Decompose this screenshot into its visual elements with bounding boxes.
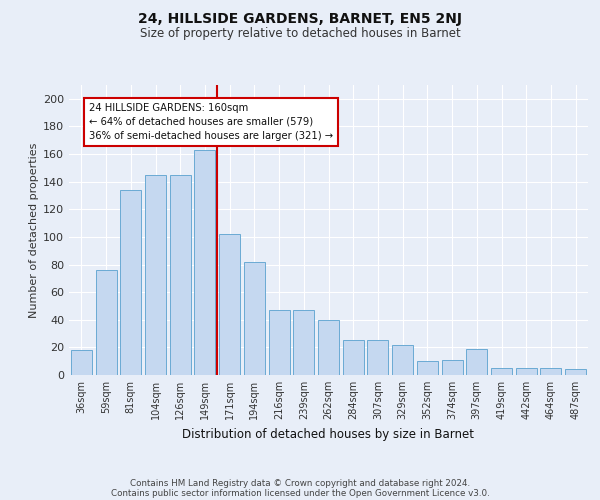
- Bar: [293, 310, 314, 375]
- X-axis label: Distribution of detached houses by size in Barnet: Distribution of detached houses by size …: [182, 428, 475, 440]
- Y-axis label: Number of detached properties: Number of detached properties: [29, 142, 39, 318]
- Bar: [343, 340, 364, 375]
- Bar: [120, 190, 141, 375]
- Bar: [71, 350, 92, 375]
- Bar: [318, 320, 339, 375]
- Bar: [516, 368, 537, 375]
- Bar: [170, 175, 191, 375]
- Bar: [417, 361, 438, 375]
- Bar: [145, 175, 166, 375]
- Bar: [565, 370, 586, 375]
- Bar: [194, 150, 215, 375]
- Bar: [244, 262, 265, 375]
- Text: 24 HILLSIDE GARDENS: 160sqm
← 64% of detached houses are smaller (579)
36% of se: 24 HILLSIDE GARDENS: 160sqm ← 64% of det…: [89, 103, 333, 141]
- Bar: [466, 349, 487, 375]
- Bar: [219, 234, 240, 375]
- Text: Contains HM Land Registry data © Crown copyright and database right 2024.: Contains HM Land Registry data © Crown c…: [130, 478, 470, 488]
- Bar: [269, 310, 290, 375]
- Text: Contains public sector information licensed under the Open Government Licence v3: Contains public sector information licen…: [110, 488, 490, 498]
- Bar: [367, 340, 388, 375]
- Bar: [95, 270, 116, 375]
- Bar: [442, 360, 463, 375]
- Bar: [491, 368, 512, 375]
- Text: Size of property relative to detached houses in Barnet: Size of property relative to detached ho…: [140, 28, 460, 40]
- Text: 24, HILLSIDE GARDENS, BARNET, EN5 2NJ: 24, HILLSIDE GARDENS, BARNET, EN5 2NJ: [138, 12, 462, 26]
- Bar: [392, 344, 413, 375]
- Bar: [541, 368, 562, 375]
